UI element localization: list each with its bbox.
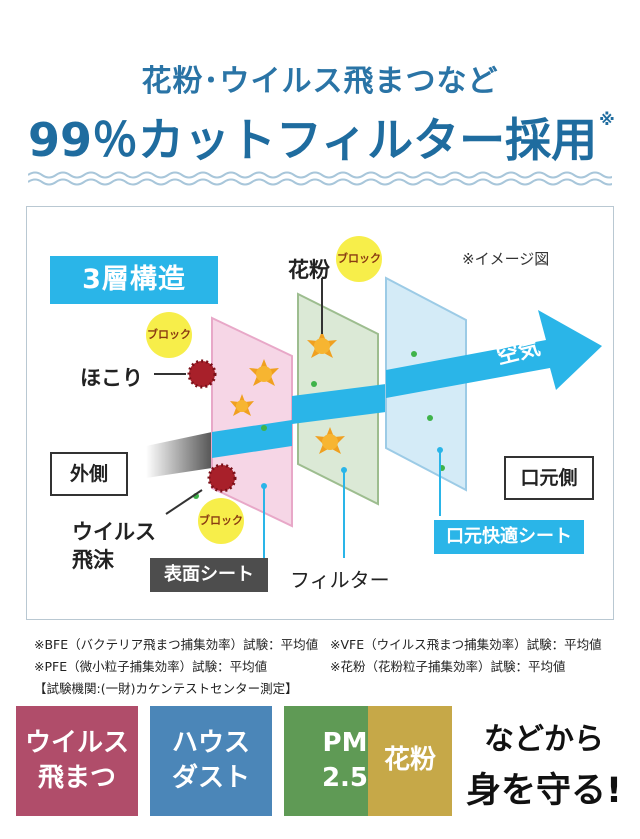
air-segment xyxy=(212,420,292,458)
droplet-dot xyxy=(311,381,317,387)
outside-label: 外側 xyxy=(50,452,128,496)
closing-line2: 身を守る! xyxy=(466,771,622,811)
category-pollen: 花粉 xyxy=(368,706,452,816)
header-title: 99％カットフィルター採用 ※ xyxy=(28,104,615,170)
footnote-vfe: ※VFE（ウイルス飛まつ捕集効率）試験：平均値 xyxy=(330,637,602,652)
category-label: 花粉 xyxy=(383,745,436,776)
footnote-bfe: ※BFE（バクテリア飛まつ捕集効率）試験：平均値 xyxy=(34,637,319,652)
leader-line xyxy=(165,489,203,515)
header-title-note: ※ xyxy=(599,110,615,129)
footnote-pfe: ※PFE（微小粒子捕集効率）試験：平均値 xyxy=(34,659,268,674)
pollen-particle-icon xyxy=(249,359,279,386)
mouth-side-label: 口元側 xyxy=(504,456,594,500)
category-label: ハウス ダスト xyxy=(171,727,250,793)
droplet-dot xyxy=(261,425,267,431)
pollen-particle-icon xyxy=(230,394,254,416)
category-label: ウイルス 飛まつ xyxy=(24,727,129,793)
virus-particle-icon xyxy=(207,463,237,493)
block-bubble: ブロック xyxy=(198,498,244,544)
pollen-particle-icon xyxy=(307,331,337,358)
dust-label: ほこり xyxy=(80,366,143,390)
category-house-dust: ハウス ダスト xyxy=(150,706,272,816)
surface-sheet-label: 表面シート xyxy=(150,558,268,592)
dust-particle-icon xyxy=(187,359,217,389)
virus-label-line1: ウイルス xyxy=(72,520,156,544)
virus-label-line2: 飛沫 xyxy=(72,548,114,572)
filter-label: フィルター xyxy=(290,568,390,592)
category-virus: ウイルス 飛まつ xyxy=(16,706,138,816)
pollen-label: 花粉 xyxy=(288,258,330,282)
droplet-dot xyxy=(427,415,433,421)
footnote-pollen: ※花粉（花粉粒子捕集効率）試験：平均値 xyxy=(330,659,566,674)
filter-diagram xyxy=(146,276,602,558)
closing-line1: などから xyxy=(484,722,604,757)
closing-text: などから 身を守る! xyxy=(454,714,634,813)
footnote-lab: 【試験機関:(一財)カケンテストセンター測定】 xyxy=(34,681,298,696)
header-subtitle: 花粉･ウイルス飛まつなど xyxy=(141,64,499,99)
block-bubble: ブロック xyxy=(336,236,382,282)
air-segment xyxy=(292,384,386,424)
air-arrow xyxy=(386,310,602,398)
comfort-sheet-label: 口元快適シート xyxy=(434,520,584,554)
wavy-divider xyxy=(28,171,612,186)
category-label: PM 2.5 xyxy=(321,727,369,793)
header-title-text: 99％カットフィルター採用 xyxy=(28,113,598,167)
image-note: ※イメージ図 xyxy=(462,250,550,268)
block-bubble: ブロック xyxy=(146,312,192,358)
structure-label: 3層構造 xyxy=(50,256,218,304)
droplet-dot xyxy=(411,351,417,357)
incoming-air xyxy=(146,432,212,478)
pollen-particle-icon xyxy=(315,427,345,454)
